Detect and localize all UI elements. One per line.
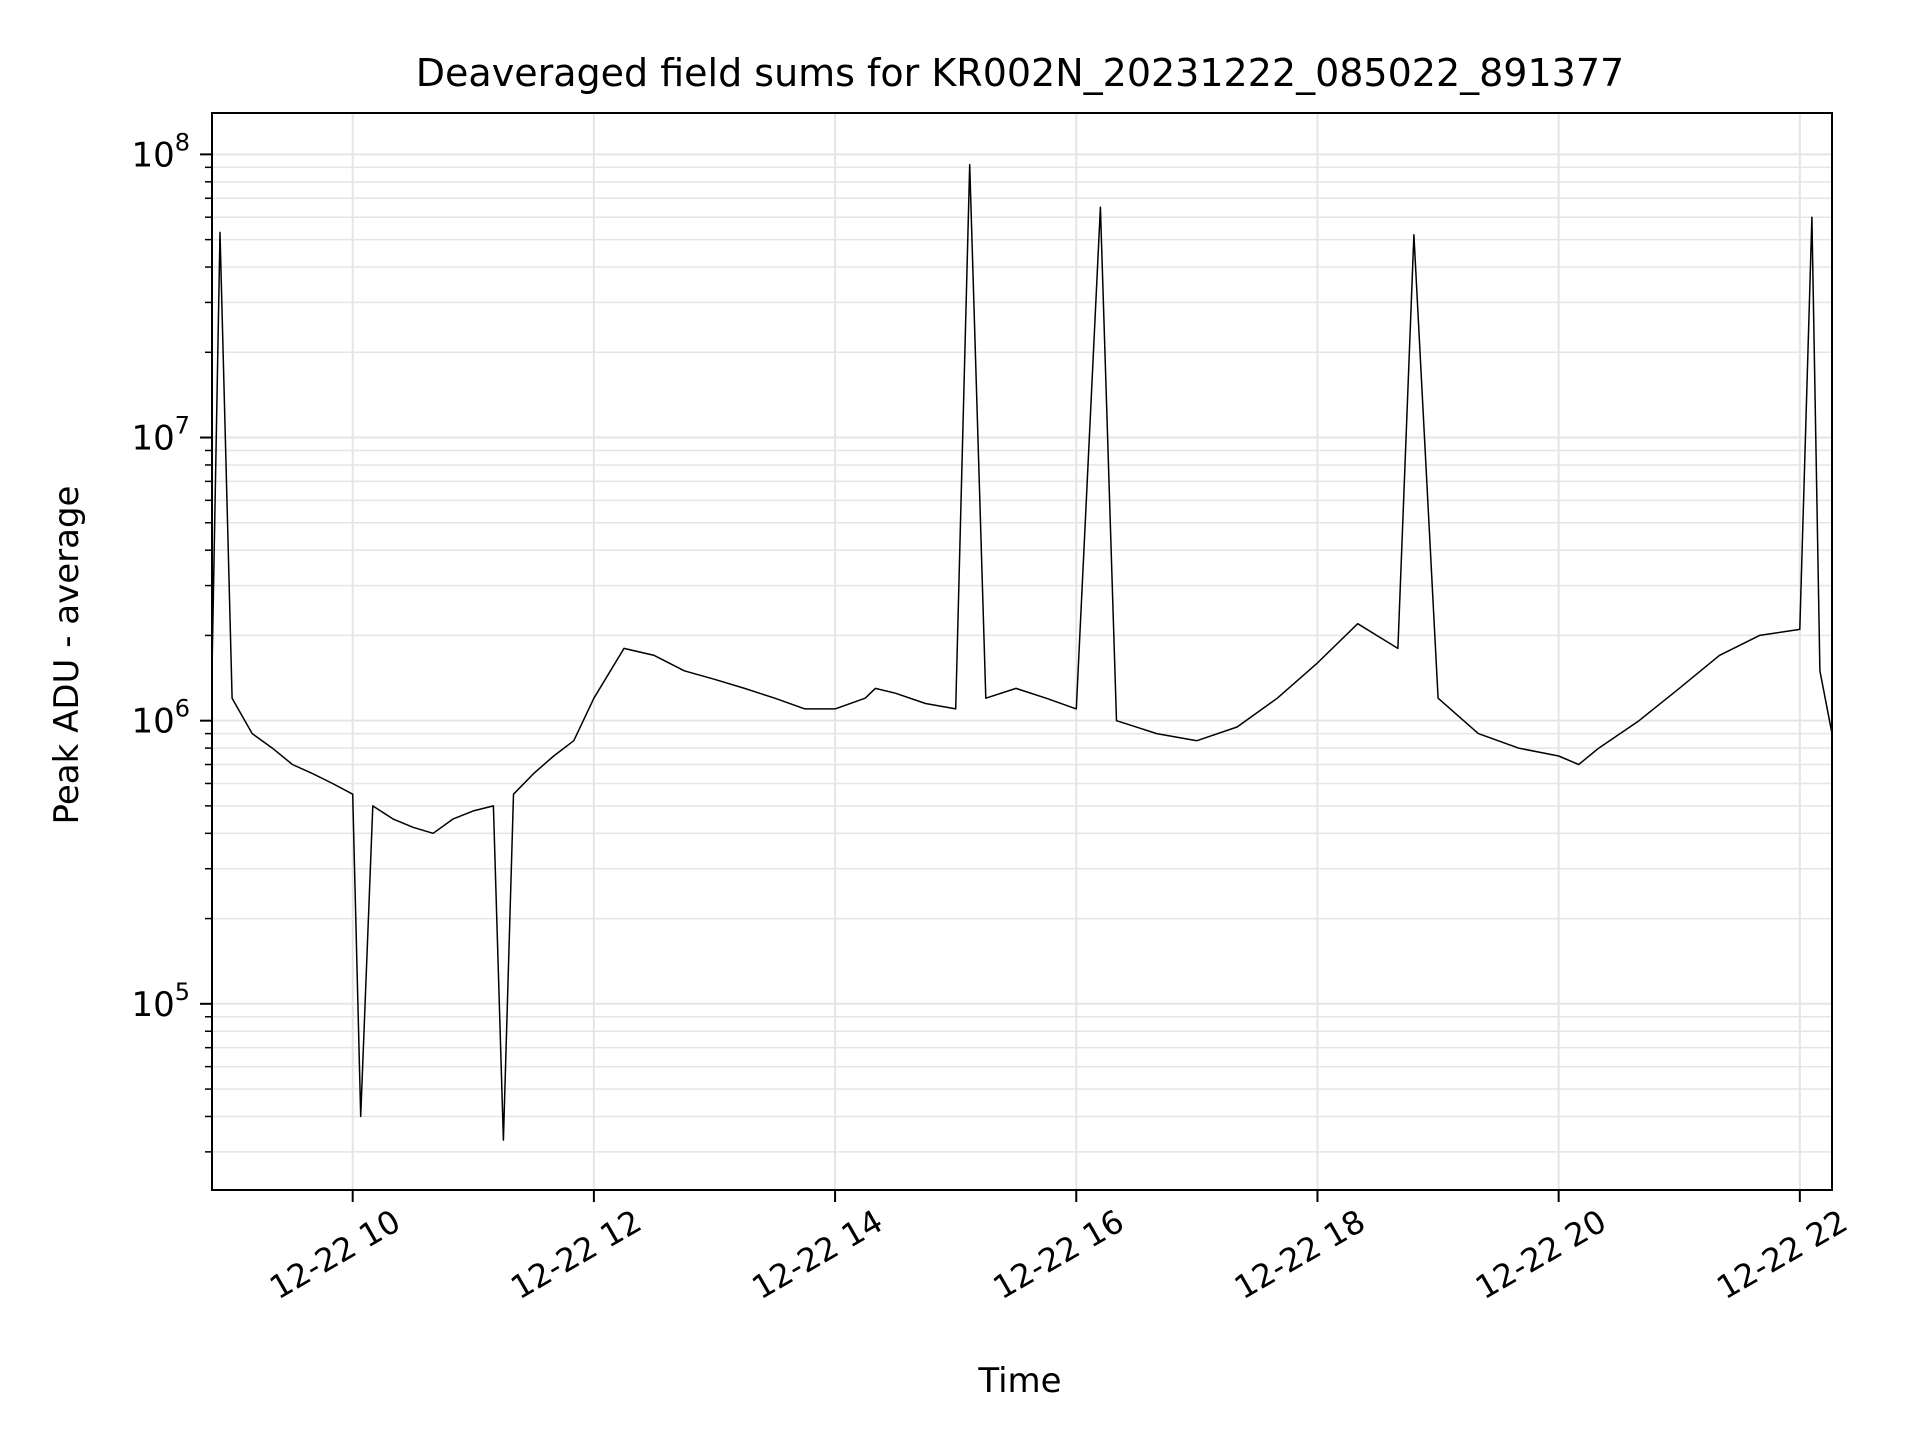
data-series-line-0 — [211, 163, 1833, 1141]
y-axis: 105 106 107 108 — [131, 128, 212, 1153]
data-line-group — [211, 163, 1833, 1141]
y-tick-label: 105 — [131, 978, 190, 1025]
y-axis-label: Peak ADU - average — [47, 486, 87, 825]
y-tick-label: 107 — [131, 412, 190, 459]
x-axis-label: Time — [977, 1361, 1061, 1401]
plot-frame — [211, 112, 1833, 1191]
y-tick-label: 108 — [131, 128, 190, 175]
grid — [212, 113, 1832, 1190]
chart-title: Deaveraged field sums for KR002N_2023122… — [416, 51, 1624, 95]
y-tick-label: 106 — [131, 695, 190, 742]
